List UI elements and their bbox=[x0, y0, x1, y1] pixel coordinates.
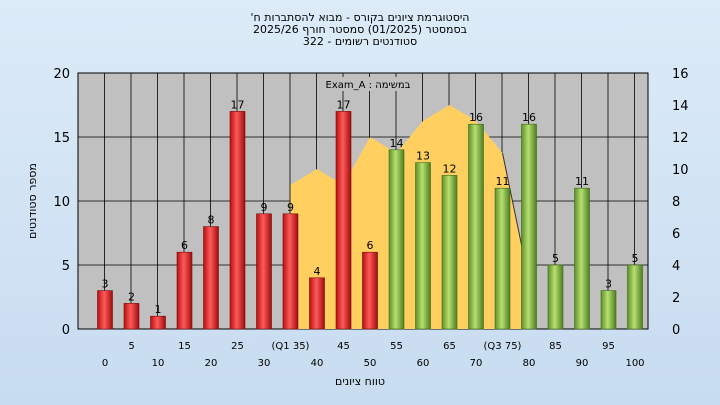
bar-label-80: 16 bbox=[522, 111, 536, 124]
bar-label-55: 14 bbox=[390, 137, 404, 150]
bar-label-20: 8 bbox=[208, 214, 215, 227]
bar-90 bbox=[574, 187, 590, 330]
x-tick-label-row1: 85 bbox=[549, 341, 562, 352]
x-tick-label-row2: 70 bbox=[470, 358, 483, 369]
y2-tick-label: 4 bbox=[672, 259, 680, 274]
x-tick-label-row1: 5 bbox=[128, 341, 134, 352]
chart-title-line-1: 'היסטוגרמת ציונים בקורס - מבוא להסתברות … bbox=[250, 11, 470, 24]
y2-tick-label: 12 bbox=[672, 131, 689, 146]
y2-tick-label: 16 bbox=[672, 67, 689, 82]
x-tick-label-row1: 95 bbox=[602, 341, 615, 352]
x-tick-label-row1: 45 bbox=[337, 341, 350, 352]
x-tick-label-row1: (Q3 75) bbox=[484, 341, 522, 352]
bar-85 bbox=[547, 264, 564, 330]
bar-label-95: 3 bbox=[605, 278, 612, 291]
x-tick-label-row1: 55 bbox=[390, 341, 403, 352]
bar-label-25: 17 bbox=[231, 98, 245, 111]
bar-0 bbox=[97, 290, 113, 330]
y-tick-label: 0 bbox=[62, 323, 70, 338]
x-tick-label-row1: (Q1 35) bbox=[272, 341, 310, 352]
bar-50 bbox=[362, 251, 378, 330]
bar-25 bbox=[229, 111, 246, 330]
annotation-box bbox=[322, 77, 414, 91]
x-tick-label-row2: 90 bbox=[576, 358, 589, 369]
bar-45 bbox=[335, 111, 352, 330]
x-tick-label-row2: 40 bbox=[311, 358, 324, 369]
y-tick-label: 20 bbox=[53, 67, 70, 82]
bar-15 bbox=[176, 251, 193, 330]
y-axis-label: מספר סטודנטים bbox=[26, 163, 39, 239]
bar-40 bbox=[309, 277, 325, 330]
bar-65 bbox=[441, 175, 458, 330]
bar-35 bbox=[282, 213, 299, 330]
x-tick-label-row2: 10 bbox=[152, 358, 165, 369]
bar-label-10: 1 bbox=[155, 303, 162, 316]
bar-80 bbox=[521, 123, 537, 330]
bar-label-90: 11 bbox=[575, 175, 589, 188]
bar-label-40: 4 bbox=[314, 265, 321, 278]
chart-title-line-2: בסמסטר (01/2025) סמסטר חורף 2025/26 bbox=[253, 23, 467, 36]
y-tick-label: 5 bbox=[62, 259, 70, 274]
x-tick-label-row2: 60 bbox=[417, 358, 430, 369]
chart-title-line-3: סטודנטים רשומים - 322 bbox=[302, 35, 418, 48]
bar-label-70: 16 bbox=[469, 111, 483, 124]
x-tick-label-row2: 20 bbox=[205, 358, 218, 369]
bar-5 bbox=[123, 303, 140, 330]
bar-label-15: 6 bbox=[181, 239, 188, 252]
y-tick-label: 10 bbox=[53, 195, 70, 210]
x-tick-label-row2: 50 bbox=[364, 358, 377, 369]
y2-tick-label: 2 bbox=[672, 291, 680, 306]
bar-100 bbox=[627, 264, 643, 330]
bar-75 bbox=[494, 187, 511, 330]
y2-tick-label: 8 bbox=[672, 195, 680, 210]
y2-tick-label: 10 bbox=[672, 163, 689, 178]
y2-tick-label: 6 bbox=[672, 227, 680, 242]
x-tick-label-row2: 30 bbox=[258, 358, 271, 369]
x-tick-label-row2: 100 bbox=[625, 358, 644, 369]
bar-label-35: 9 bbox=[287, 201, 294, 214]
bars-group bbox=[97, 111, 643, 330]
x-tick-label-row1: 65 bbox=[443, 341, 456, 352]
bar-label-85: 5 bbox=[552, 252, 559, 265]
bar-20 bbox=[203, 226, 219, 330]
bar-55 bbox=[388, 149, 405, 330]
bar-30 bbox=[256, 213, 272, 330]
bar-label-30: 9 bbox=[261, 201, 268, 214]
bar-label-0: 3 bbox=[102, 278, 109, 291]
y2-tick-label: 14 bbox=[672, 99, 689, 114]
bar-label-50: 6 bbox=[367, 239, 374, 252]
y-tick-label: 15 bbox=[53, 131, 70, 146]
x-tick-label-row2: 0 bbox=[102, 358, 108, 369]
bar-label-5: 2 bbox=[128, 290, 135, 303]
bar-60 bbox=[415, 162, 431, 330]
bar-label-65: 12 bbox=[443, 162, 457, 175]
bar-70 bbox=[468, 123, 484, 330]
annotation-text: Exam_A : במשימה bbox=[326, 80, 411, 91]
x-axis-label: טווח ציונים bbox=[335, 375, 385, 388]
y2-tick-label: 0 bbox=[672, 323, 680, 338]
bar-label-75: 11 bbox=[496, 175, 510, 188]
bar-10 bbox=[150, 315, 166, 330]
bar-label-60: 13 bbox=[416, 150, 430, 163]
x-tick-label-row2: 80 bbox=[523, 358, 536, 369]
x-tick-label-row1: 15 bbox=[178, 341, 191, 352]
x-tick-label-row1: 25 bbox=[231, 341, 244, 352]
bar-95 bbox=[600, 290, 617, 330]
bar-label-45: 17 bbox=[337, 98, 351, 111]
bar-label-100: 5 bbox=[632, 252, 639, 265]
